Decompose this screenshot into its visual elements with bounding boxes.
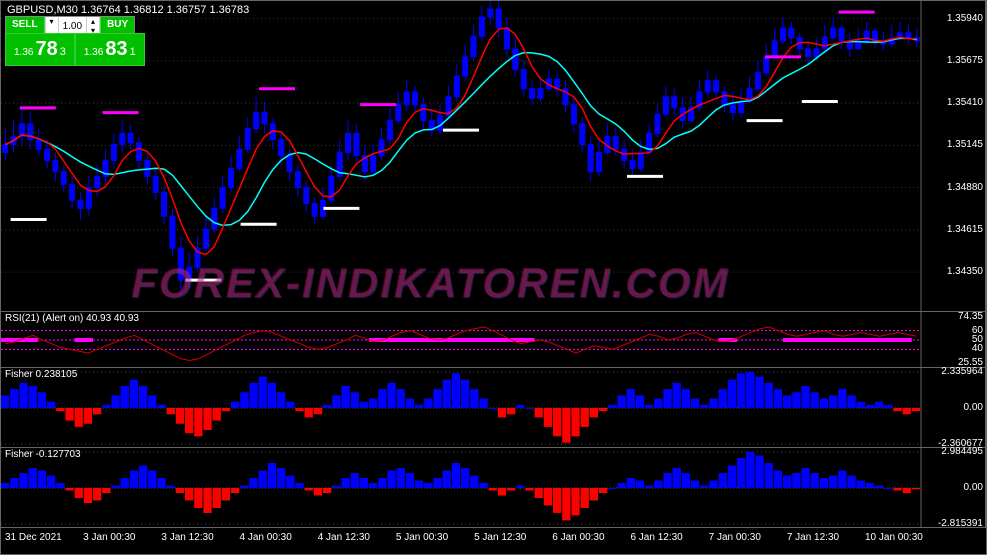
x-axis: 31 Dec 2021 3 Jan 00:30 3 Jan 12:30 4 Jan 0… [1,528,986,555]
symbol-header: GBPUSD,M30 1.36764 1.36812 1.36757 1.367… [5,3,251,17]
sell-price[interactable]: 1.36 78 3 [5,33,75,66]
y-label: 2.335964 [941,366,983,377]
x-label: 5 Jan 00:30 [396,532,448,543]
x-label: 6 Jan 00:30 [552,532,604,543]
x-label: 3 Jan 12:30 [161,532,213,543]
rsi-svg [1,312,987,368]
symbol-text: GBPUSD,M30 [7,4,78,16]
y-label: 0.00 [964,402,983,413]
fisher1-label: Fisher 0.238105 [5,369,77,380]
y-label: 1.34615 [947,224,983,235]
main-chart-svg [1,1,987,312]
y-label: 40 [972,343,983,354]
fisher2-svg [1,448,987,528]
x-label: 4 Jan 12:30 [318,532,370,543]
rsi-label: RSI(21) (Alert on) 40.93 40.93 [5,313,139,324]
y-label: 1.35675 [947,55,983,66]
x-label: 31 Dec 2021 [5,532,62,543]
y-label: 1.34350 [947,266,983,277]
y-label: 1.35410 [947,97,983,108]
y-label: 1.34880 [947,182,983,193]
main-chart-panel[interactable]: FOREX-INDIKATOREN.COM 1.359401.356751.35… [1,1,986,312]
x-label: 5 Jan 12:30 [474,532,526,543]
sell-prefix: 1.36 [14,47,33,58]
fisher2-panel[interactable]: Fisher -0.127703 2.9844950.00-2.815391 [1,448,986,528]
buy-price[interactable]: 1.36 83 1 [75,33,145,66]
x-label: 10 Jan 00:30 [865,532,923,543]
x-label: 4 Jan 00:30 [240,532,292,543]
ohlc-text: 1.36764 1.36812 1.36757 1.36783 [81,4,249,16]
x-label: 7 Jan 12:30 [787,532,839,543]
x-label: 6 Jan 12:30 [630,532,682,543]
price-row: 1.36 78 3 1.36 83 1 [5,33,145,66]
rsi-panel[interactable]: RSI(21) (Alert on) 40.93 40.93 74.356050… [1,312,986,368]
y-label: 2.984495 [941,446,983,457]
y-label: 1.35145 [947,139,983,150]
chart-window: GBPUSD,M30 1.36764 1.36812 1.36757 1.367… [0,0,987,555]
y-label: 0.00 [964,482,983,493]
sell-sup: 3 [60,46,66,58]
y-label: 1.35940 [947,13,983,24]
buy-big: 83 [105,38,127,61]
fisher1-panel[interactable]: Fisher 0.238105 2.3359640.00-2.360677 [1,368,986,448]
fisher2-label: Fisher -0.127703 [5,449,81,460]
sell-big: 78 [35,38,57,61]
fisher1-svg [1,368,987,448]
x-label: 3 Jan 00:30 [83,532,135,543]
x-label: 7 Jan 00:30 [709,532,761,543]
buy-sup: 1 [130,46,136,58]
buy-prefix: 1.36 [84,47,103,58]
y-label: 74.35 [958,311,983,322]
